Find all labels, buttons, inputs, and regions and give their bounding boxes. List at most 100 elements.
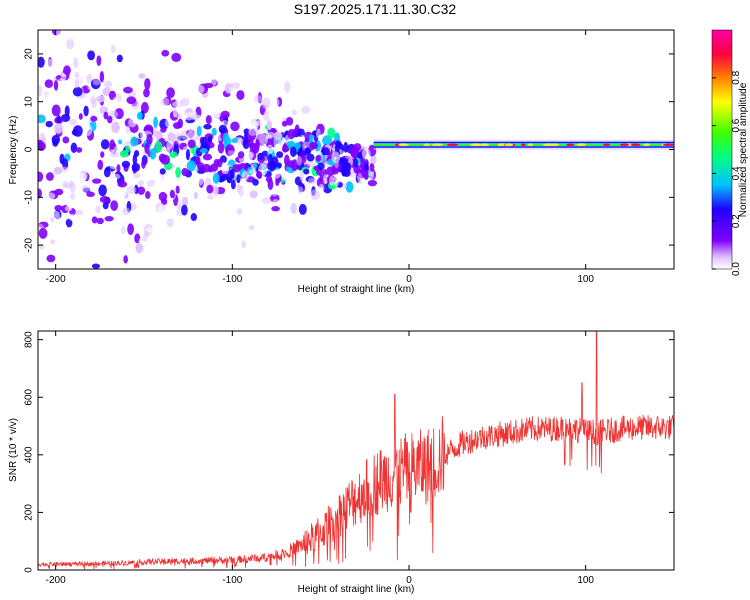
- spectrogram-blob: [353, 143, 362, 151]
- spectrogram-blob: [286, 116, 294, 126]
- spectrogram-blob: [181, 196, 189, 208]
- spectrogram-ytick-label: 0: [24, 146, 35, 152]
- spectrogram-blob: [62, 180, 69, 188]
- carrier-peak: [398, 143, 409, 146]
- spectrogram-blob: [103, 111, 109, 120]
- spectrogram-blob: [303, 168, 310, 175]
- spectrogram-blob: [138, 73, 146, 79]
- snr-ytick-label: 600: [24, 388, 35, 405]
- carrier-peak: [566, 143, 575, 146]
- spectrogram-blob: [116, 54, 123, 63]
- spectrogram-blob: [175, 167, 181, 179]
- spectrogram-blob: [300, 134, 305, 142]
- spectrogram-blob: [277, 187, 282, 194]
- carrier-peak: [549, 143, 560, 146]
- spectrogram-blob: [137, 61, 146, 71]
- spectrogram-blob: [257, 152, 264, 160]
- spectrogram-blob: [283, 110, 289, 117]
- spectrogram-blob: [103, 167, 111, 178]
- spectrogram-blob: [72, 86, 83, 97]
- spectrogram-blob: [213, 158, 220, 166]
- spectrogram-blob: [90, 37, 95, 43]
- spectrogram-blob: [96, 95, 105, 103]
- colorbar-tick-label: 0.8: [731, 70, 742, 84]
- spectrogram-heatmap: [38, 30, 674, 269]
- carrier-peak: [497, 143, 503, 146]
- spectrogram-blob: [81, 185, 91, 192]
- colorbar-label: Normalized spectral amplitude: [738, 82, 749, 217]
- spectrogram-blob: [109, 236, 120, 242]
- spectrogram-blob: [309, 141, 319, 150]
- spectrogram-blob: [212, 172, 220, 184]
- spectrogram-blob: [315, 128, 321, 139]
- spectrogram-blob: [238, 185, 244, 197]
- spectrogram-blob: [74, 71, 80, 79]
- snr-ytick-label: 200: [24, 504, 35, 521]
- spectrogram-blob: [104, 215, 114, 222]
- spectrogram-blob: [44, 145, 53, 158]
- spectrogram-blob: [144, 142, 150, 155]
- spectrogram-blob: [118, 139, 123, 145]
- spectrogram-blob: [166, 218, 174, 228]
- spectrogram-xtick-label: -200: [46, 274, 66, 285]
- spectrogram-blob: [99, 71, 105, 83]
- spectrogram-blob: [73, 57, 79, 69]
- spectrogram-blob: [232, 164, 241, 173]
- spectrogram-blob: [147, 261, 156, 269]
- snr-ylabel: SNR (10 * v/v): [8, 418, 19, 482]
- spectrogram-blob: [38, 165, 43, 174]
- spectrogram-blob: [220, 110, 230, 119]
- spectrogram-blob: [38, 114, 46, 124]
- spectrogram-blob: [47, 58, 55, 69]
- spectrogram-blob: [150, 192, 157, 202]
- spectrogram-blob: [163, 112, 169, 119]
- spectrogram-blob: [327, 127, 336, 139]
- spectrogram-blob: [369, 162, 375, 172]
- spectrogram-blob: [221, 119, 229, 126]
- spectrogram-blob: [315, 154, 322, 162]
- spectrogram-blob: [181, 204, 188, 216]
- spectrogram-blob: [84, 124, 93, 136]
- spectrogram-blob: [53, 210, 61, 223]
- spectrogram-blob: [297, 186, 304, 195]
- spectrogram-blob: [126, 96, 137, 105]
- spectrogram-blob: [60, 72, 67, 83]
- spectrogram-ytick-label: 20: [24, 48, 35, 60]
- spectrogram-blob: [84, 200, 90, 213]
- spectrogram-blob: [153, 101, 161, 111]
- carrier-peak: [630, 143, 641, 146]
- spectrogram-blob: [121, 207, 131, 216]
- spectrogram-blob: [137, 180, 145, 187]
- carrier-peak: [474, 143, 481, 146]
- spectrogram-blob: [331, 151, 341, 164]
- spectrogram-blob: [175, 113, 182, 119]
- spectrogram-blob: [291, 202, 298, 215]
- spectrogram-blob: [248, 224, 255, 231]
- spectrogram-blob: [117, 208, 123, 214]
- spectrogram-blob: [326, 166, 335, 177]
- spectrogram-blob: [110, 44, 116, 54]
- spectrogram-blob: [333, 173, 344, 183]
- spectrogram-blob: [248, 127, 258, 137]
- spectrogram-blob: [236, 174, 241, 184]
- spectrogram-blob: [87, 50, 96, 61]
- spectrogram-blob: [155, 88, 165, 97]
- spectrogram-blob: [241, 240, 247, 249]
- spectrogram-blob: [363, 172, 369, 181]
- spectrogram-blob: [64, 99, 74, 106]
- spectrogram-blob: [281, 120, 288, 127]
- spectrogram-blob: [215, 247, 223, 258]
- spectrogram-blob: [96, 217, 104, 225]
- spectrogram-blob: [249, 190, 258, 199]
- spectrogram-blob: [237, 151, 245, 159]
- spectrogram-blob: [116, 164, 121, 173]
- spectrogram-blob: [164, 118, 174, 128]
- spectrogram-blob: [160, 97, 170, 107]
- spectrogram-blob: [92, 178, 102, 184]
- spectrogram-blob: [193, 191, 198, 199]
- spectrogram-blob: [49, 200, 56, 212]
- spectrogram-blob: [111, 121, 120, 134]
- spectrogram-blob: [142, 217, 147, 224]
- spectrogram-blob: [269, 97, 280, 109]
- spectrogram-blob: [47, 65, 54, 77]
